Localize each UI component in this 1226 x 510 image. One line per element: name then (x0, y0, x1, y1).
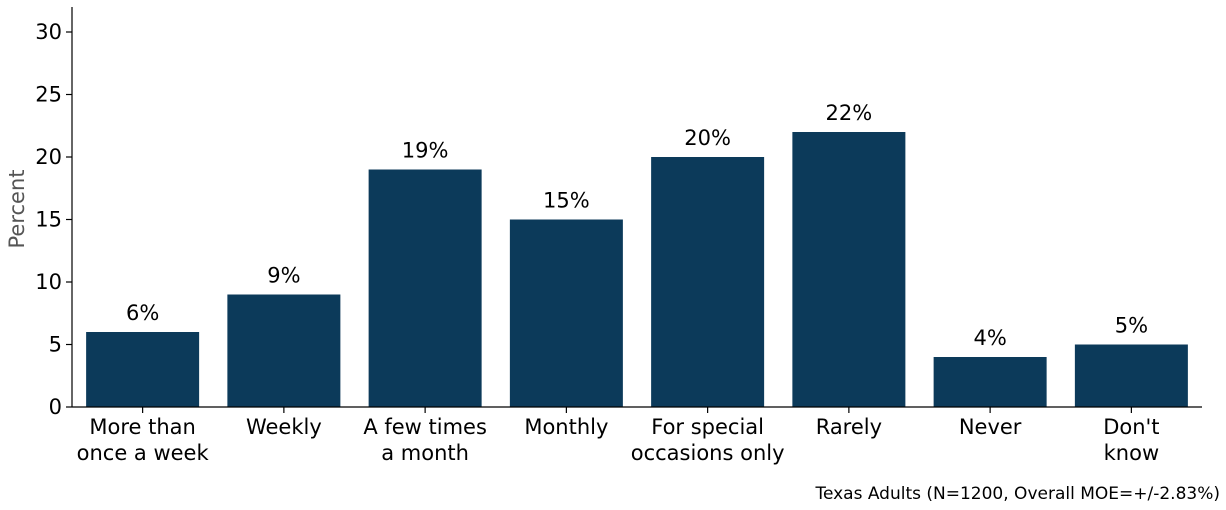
y-tick-label: 5 (49, 333, 62, 357)
y-tick-label: 30 (35, 20, 62, 44)
x-category-label-line: a month (381, 441, 469, 465)
x-category-label-line: occasions only (631, 441, 785, 465)
bars: 6% 9% 19% 15% 20% 22% 4% 5% (86, 101, 1188, 407)
bar-value-label: 9% (267, 264, 300, 288)
x-category-label-line: Never (959, 415, 1022, 439)
x-category-label-line: More than (89, 415, 195, 439)
bar (792, 132, 906, 407)
bar (1074, 344, 1188, 407)
x-category-label: Don't know (1103, 415, 1159, 465)
x-category-label-line: Monthly (524, 415, 608, 439)
x-category-label-line: A few times (363, 415, 487, 439)
x-category-label-line: Weekly (246, 415, 322, 439)
bar (227, 294, 341, 407)
bar-value-label: 15% (543, 189, 590, 213)
y-axis: 0 5 10 15 20 25 30 (35, 7, 73, 419)
bar-value-label: 22% (826, 101, 873, 125)
sample-footnote: Texas Adults (N=1200, Overall MOE=+/-2.8… (815, 484, 1220, 504)
x-category-label: Rarely (816, 415, 882, 439)
x-category-label-line: know (1104, 441, 1160, 465)
x-category-label: For special occasions only (631, 415, 785, 465)
y-tick-label: 25 (35, 83, 62, 107)
y-axis-title: Percent (5, 169, 29, 248)
x-category-label-line: once a week (77, 441, 210, 465)
bar-value-label: 5% (1115, 314, 1148, 338)
x-category-label-line: Rarely (816, 415, 882, 439)
bar-value-label: 19% (402, 139, 449, 163)
y-tick-label: 0 (49, 395, 62, 419)
bar-value-label: 4% (973, 326, 1006, 350)
bar-value-label: 20% (684, 126, 731, 150)
x-category-label: More than once a week (77, 415, 210, 465)
x-category-label: Weekly (246, 415, 322, 439)
x-axis: More than once a week Weekly A few times a m… (72, 406, 1202, 465)
bar (651, 157, 765, 407)
y-tick-label: 10 (35, 270, 62, 294)
x-category-label: Monthly (524, 415, 608, 439)
bar-value-label: 6% (126, 301, 159, 325)
bar (86, 332, 200, 407)
y-tick-label: 20 (35, 145, 62, 169)
x-category-label-line: For special (651, 415, 764, 439)
bar (368, 169, 482, 407)
bar (933, 357, 1047, 407)
y-tick-label: 15 (35, 208, 62, 232)
x-category-label: Never (959, 415, 1022, 439)
x-category-label: A few times a month (363, 415, 487, 465)
x-category-label-line: Don't (1103, 415, 1159, 439)
bar (509, 219, 623, 407)
